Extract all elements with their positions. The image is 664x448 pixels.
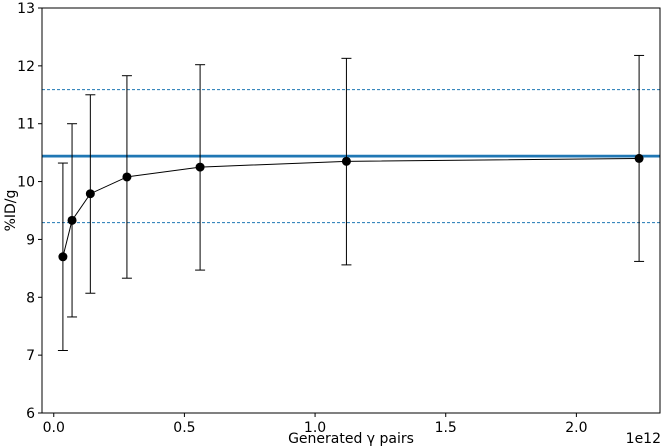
data-point [634,153,644,163]
y-tick-label: 6 [26,406,35,422]
data-point [341,156,351,166]
data-point [67,215,77,225]
axes: 0.0 0.5 1.0 1.5 2.0 6 7 8 9 10 11 12 13 [17,1,587,436]
y-axis-label: %ID/g [3,190,19,232]
x-tick-label: 1.0 [304,420,326,436]
x-tick-label: 2.0 [565,420,587,436]
y-tick-label: 11 [17,117,35,133]
y-tick-label: 12 [17,59,35,75]
data-point [85,189,95,199]
y-tick-label: 8 [26,290,35,306]
data-series [57,54,645,352]
x-tick-label: 0.5 [173,420,195,436]
data-point [122,172,132,182]
data-point [58,252,68,262]
x-axis-offset-label: 1e12 [626,431,661,447]
x-axis-label: Generated γ pairs [288,431,414,447]
x-tick-label: 0.0 [43,420,65,436]
y-tick-label: 13 [17,1,35,17]
y-tick-label: 9 [26,232,35,248]
y-tick-label: 10 [17,175,35,191]
series-line [62,157,640,257]
plot-frame [41,7,661,414]
y-tick-label: 7 [26,348,35,364]
data-point [195,162,205,172]
x-tick-label: 1.5 [435,420,457,436]
reference-lines [42,89,660,224]
